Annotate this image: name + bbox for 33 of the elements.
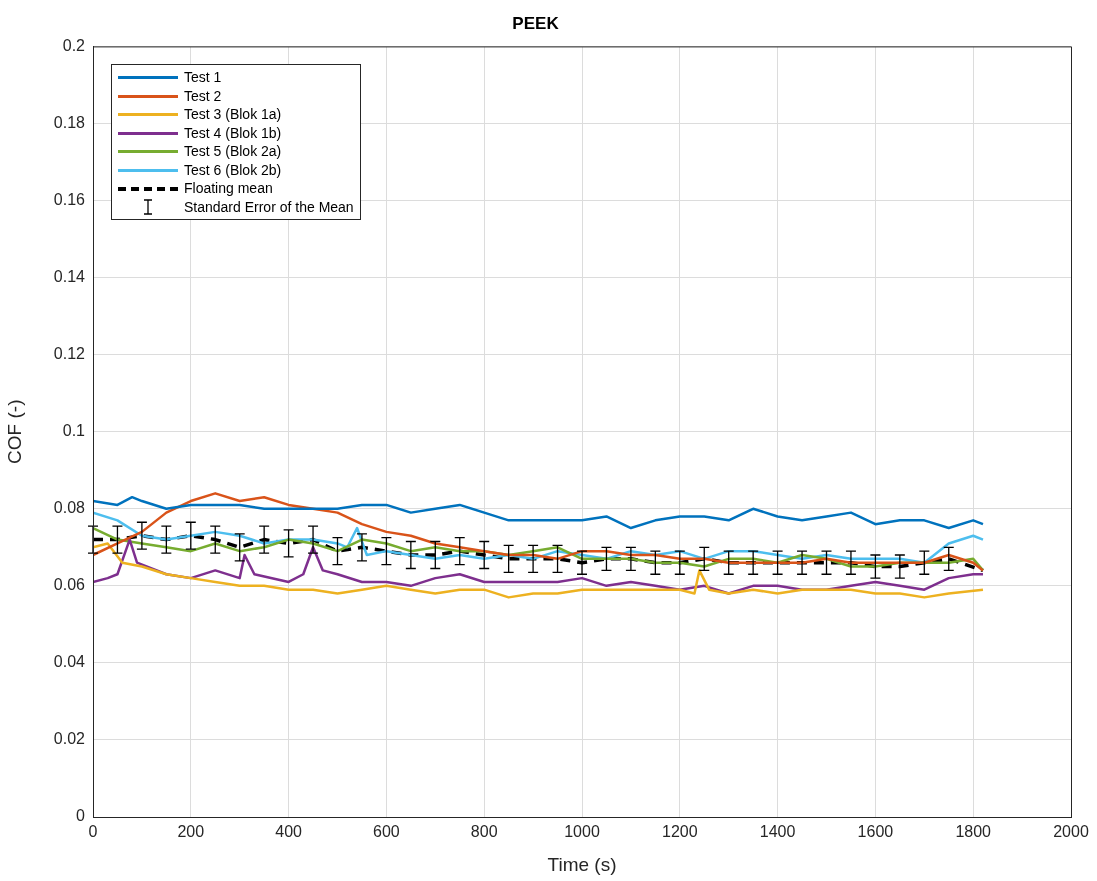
legend-label: Test 5 (Blok 2a) <box>184 142 282 161</box>
x-tick-label: 1600 <box>857 823 894 841</box>
legend-label: Floating mean <box>184 179 273 198</box>
y-axis-title: COF (-) <box>3 399 25 464</box>
x-axis-title: Time (s) <box>547 853 617 875</box>
x-tick-label: 1000 <box>564 823 600 841</box>
legend-label: Test 3 (Blok 1a) <box>184 105 282 124</box>
x-tick-label: 200 <box>177 823 205 841</box>
y-tick-label: 0.18 <box>53 113 86 131</box>
y-tick-label: 0.08 <box>53 499 86 517</box>
y-tick-label: 0 <box>76 807 86 825</box>
x-tick-label: 400 <box>275 823 303 841</box>
x-tick-label: 2000 <box>1053 823 1089 841</box>
legend-label: Test 6 (Blok 2b) <box>184 160 282 180</box>
y-tick-label: 0.14 <box>53 267 86 285</box>
x-tick-label: 1400 <box>759 823 796 841</box>
x-tick-label: 0 <box>88 823 98 841</box>
x-tick-label: 1200 <box>662 823 698 841</box>
chart-title: PEEK <box>512 13 560 33</box>
legend-label: Test 2 <box>184 86 222 106</box>
x-tick-label: 1800 <box>955 823 992 841</box>
y-tick-label: 0.12 <box>53 345 86 363</box>
y-tick-label: 0.2 <box>62 36 86 54</box>
annotation: Standard Error of the Mean <box>184 197 354 217</box>
y-tick-label: 0.06 <box>53 576 86 594</box>
y-tick-label: 0.04 <box>53 653 86 671</box>
x-tick-label: 800 <box>470 823 498 841</box>
legend-label: Test 1 <box>184 68 222 87</box>
x-tick-label: 600 <box>373 823 400 841</box>
legend-label: Test 4 (Blok 1b) <box>184 123 282 143</box>
y-tick-label: 0.16 <box>53 190 86 208</box>
y-tick-label: 0.1 <box>62 422 86 440</box>
y-tick-label: 0.02 <box>53 730 86 748</box>
